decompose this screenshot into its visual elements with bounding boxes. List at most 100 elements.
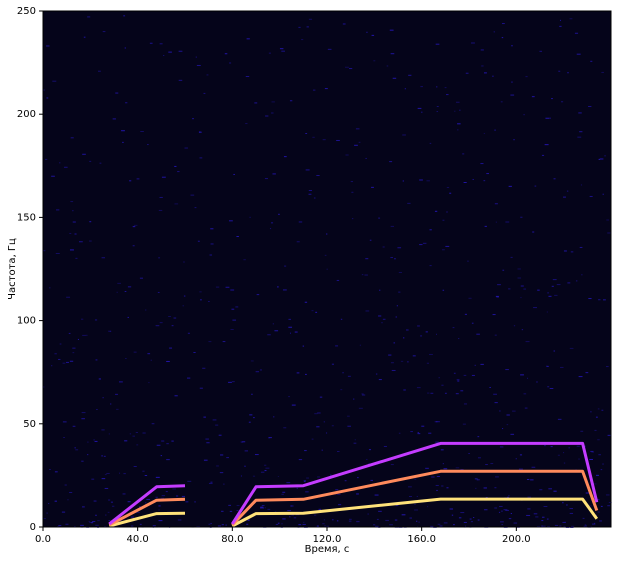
- texture-speck: [510, 94, 515, 96]
- texture-speck: [579, 131, 583, 133]
- texture-speck: [158, 509, 160, 511]
- texture-speck: [322, 139, 326, 141]
- texture-speck: [298, 221, 303, 223]
- texture-speck: [465, 72, 469, 74]
- texture-speck: [130, 525, 134, 527]
- texture-speck: [222, 341, 226, 343]
- texture-speck: [245, 123, 248, 125]
- texture-speck: [228, 381, 232, 383]
- texture-speck: [398, 432, 401, 434]
- texture-speck: [506, 414, 510, 416]
- texture-speck: [286, 482, 291, 484]
- texture-speck: [159, 43, 163, 45]
- texture-speck: [247, 519, 249, 521]
- texture-speck: [146, 498, 151, 500]
- texture-speck: [149, 42, 153, 44]
- texture-speck: [294, 331, 298, 333]
- texture-speck: [115, 92, 119, 94]
- texture-speck: [518, 468, 523, 470]
- texture-speck: [471, 42, 475, 44]
- texture-speck: [532, 231, 535, 233]
- texture-speck: [195, 56, 197, 58]
- texture-speck: [439, 525, 443, 527]
- texture-speck: [108, 433, 110, 435]
- texture-speck: [246, 523, 249, 525]
- texture-speck: [351, 218, 354, 220]
- texture-speck: [537, 289, 540, 291]
- texture-speck: [457, 123, 461, 125]
- texture-speck: [436, 105, 439, 107]
- texture-speck: [311, 438, 314, 440]
- texture-speck: [510, 45, 513, 47]
- texture-speck: [192, 118, 194, 120]
- texture-speck: [210, 523, 212, 525]
- texture-speck: [250, 360, 254, 362]
- texture-speck: [296, 372, 300, 374]
- texture-speck: [81, 418, 85, 420]
- texture-speck: [483, 487, 487, 489]
- texture-speck: [274, 330, 279, 332]
- texture-speck: [115, 393, 118, 395]
- texture-speck: [371, 34, 375, 36]
- texture-speck: [125, 358, 127, 360]
- texture-speck: [589, 505, 592, 507]
- texture-speck: [523, 288, 527, 290]
- texture-speck: [217, 525, 222, 527]
- texture-speck: [59, 343, 62, 345]
- texture-speck: [567, 282, 571, 284]
- texture-speck: [342, 372, 345, 374]
- texture-speck: [457, 380, 460, 382]
- texture-speck: [260, 506, 264, 508]
- texture-speck: [64, 166, 68, 168]
- texture-speck: [583, 525, 587, 527]
- texture-speck: [416, 495, 418, 497]
- texture-speck: [427, 392, 430, 394]
- texture-speck: [585, 372, 589, 374]
- texture-speck: [602, 463, 604, 465]
- texture-speck: [318, 508, 322, 510]
- texture-speck: [527, 377, 529, 379]
- texture-speck: [104, 487, 109, 489]
- texture-speck: [567, 72, 569, 74]
- texture-speck: [599, 158, 604, 160]
- texture-speck: [549, 387, 554, 389]
- texture-speck: [261, 505, 265, 507]
- texture-speck: [550, 446, 553, 448]
- texture-speck: [449, 508, 454, 510]
- texture-speck: [95, 359, 98, 361]
- texture-speck: [314, 514, 317, 516]
- texture-speck: [159, 196, 163, 198]
- texture-speck: [510, 513, 513, 515]
- texture-speck: [131, 516, 134, 518]
- texture-speck: [400, 360, 404, 362]
- texture-speck: [323, 421, 325, 423]
- texture-speck: [269, 228, 272, 230]
- x-tick-label: 40.0: [127, 534, 149, 545]
- texture-speck: [311, 310, 314, 312]
- texture-speck: [215, 286, 220, 288]
- texture-speck: [208, 482, 213, 484]
- texture-speck: [494, 203, 498, 205]
- texture-speck: [298, 26, 301, 28]
- texture-speck: [358, 407, 363, 409]
- texture-speck: [435, 484, 439, 486]
- texture-speck: [312, 89, 316, 91]
- texture-speck: [436, 489, 438, 491]
- texture-speck: [463, 182, 467, 184]
- texture-speck: [136, 178, 140, 180]
- texture-speck: [472, 178, 474, 180]
- texture-speck: [465, 525, 467, 527]
- texture-speck: [123, 473, 126, 475]
- texture-speck: [255, 371, 260, 373]
- texture-speck: [585, 492, 590, 494]
- texture-speck: [127, 286, 132, 288]
- texture-speck: [158, 505, 161, 507]
- texture-speck: [268, 437, 272, 439]
- texture-speck: [385, 519, 389, 521]
- texture-speck: [49, 287, 51, 289]
- texture-speck: [177, 171, 180, 173]
- texture-speck: [208, 300, 210, 302]
- texture-speck: [283, 156, 287, 158]
- texture-speck: [317, 412, 321, 414]
- texture-speck: [606, 219, 610, 221]
